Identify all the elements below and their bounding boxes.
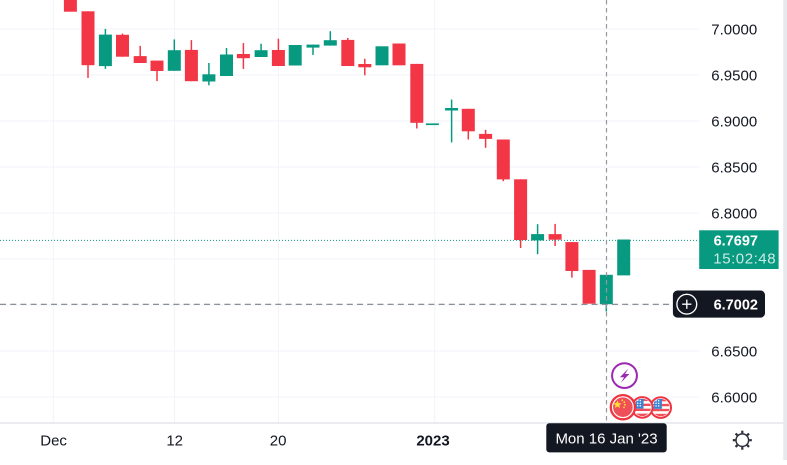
svg-text:6.9500: 6.9500 bbox=[711, 67, 757, 84]
svg-text:7.0000: 7.0000 bbox=[711, 21, 757, 38]
svg-text:15:02:48: 15:02:48 bbox=[713, 251, 776, 268]
svg-text:6.6000: 6.6000 bbox=[711, 389, 757, 406]
svg-text:6.8500: 6.8500 bbox=[711, 159, 757, 176]
svg-text:6.7697: 6.7697 bbox=[714, 233, 758, 249]
svg-text:6.6500: 6.6500 bbox=[711, 343, 757, 360]
svg-text:Dec: Dec bbox=[40, 433, 67, 450]
svg-text:2023: 2023 bbox=[416, 433, 449, 450]
svg-text:Mon 16 Jan '23: Mon 16 Jan '23 bbox=[555, 430, 657, 447]
svg-text:6.9000: 6.9000 bbox=[711, 113, 757, 130]
svg-text:6.7002: 6.7002 bbox=[714, 297, 758, 313]
svg-text:12: 12 bbox=[166, 433, 183, 450]
svg-text:20: 20 bbox=[270, 433, 287, 450]
svg-text:6.8000: 6.8000 bbox=[711, 205, 757, 222]
